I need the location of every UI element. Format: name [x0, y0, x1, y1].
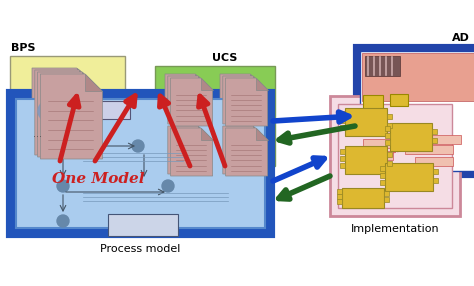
FancyBboxPatch shape — [390, 94, 408, 106]
Polygon shape — [85, 74, 102, 91]
FancyBboxPatch shape — [380, 180, 385, 185]
FancyBboxPatch shape — [337, 194, 342, 199]
Polygon shape — [37, 72, 100, 157]
FancyBboxPatch shape — [387, 161, 392, 166]
FancyBboxPatch shape — [363, 127, 413, 136]
Polygon shape — [223, 126, 265, 174]
Text: ...: ... — [34, 129, 43, 139]
Polygon shape — [165, 74, 207, 122]
Polygon shape — [256, 78, 268, 90]
FancyBboxPatch shape — [338, 104, 452, 208]
Polygon shape — [82, 72, 100, 89]
FancyBboxPatch shape — [340, 118, 345, 123]
FancyBboxPatch shape — [10, 56, 125, 161]
Polygon shape — [77, 68, 94, 85]
Text: One Model: One Model — [52, 172, 144, 186]
Circle shape — [132, 140, 144, 152]
Polygon shape — [168, 126, 210, 174]
FancyBboxPatch shape — [433, 178, 438, 182]
Text: Implementation: Implementation — [351, 224, 439, 234]
Circle shape — [38, 101, 58, 121]
FancyBboxPatch shape — [363, 163, 407, 172]
Circle shape — [57, 215, 69, 227]
FancyBboxPatch shape — [390, 123, 432, 151]
FancyBboxPatch shape — [385, 133, 390, 138]
FancyBboxPatch shape — [355, 46, 474, 176]
FancyBboxPatch shape — [363, 95, 383, 109]
Polygon shape — [223, 76, 265, 124]
FancyBboxPatch shape — [380, 173, 385, 178]
FancyBboxPatch shape — [330, 96, 460, 216]
Polygon shape — [80, 70, 97, 87]
FancyBboxPatch shape — [340, 163, 345, 168]
FancyBboxPatch shape — [363, 139, 401, 148]
FancyBboxPatch shape — [8, 91, 273, 236]
Polygon shape — [253, 126, 265, 138]
Circle shape — [162, 180, 174, 192]
FancyBboxPatch shape — [380, 166, 385, 171]
FancyBboxPatch shape — [16, 99, 265, 228]
Polygon shape — [195, 124, 207, 136]
FancyBboxPatch shape — [415, 157, 453, 166]
Circle shape — [57, 180, 69, 192]
Polygon shape — [220, 74, 262, 122]
FancyBboxPatch shape — [387, 123, 392, 128]
Polygon shape — [226, 128, 268, 176]
Polygon shape — [165, 124, 207, 172]
FancyBboxPatch shape — [362, 53, 474, 101]
FancyBboxPatch shape — [385, 126, 390, 131]
Polygon shape — [253, 76, 265, 88]
Circle shape — [57, 140, 69, 152]
FancyBboxPatch shape — [363, 151, 393, 160]
Polygon shape — [171, 128, 213, 176]
Polygon shape — [201, 78, 213, 90]
Polygon shape — [226, 78, 268, 126]
Polygon shape — [168, 76, 210, 124]
FancyBboxPatch shape — [384, 191, 389, 196]
Text: AD: AD — [452, 33, 470, 43]
FancyBboxPatch shape — [340, 149, 345, 154]
Polygon shape — [201, 128, 213, 140]
FancyBboxPatch shape — [385, 140, 390, 145]
Polygon shape — [195, 74, 207, 86]
FancyBboxPatch shape — [433, 169, 438, 174]
Text: UCS: UCS — [212, 53, 237, 63]
FancyBboxPatch shape — [340, 125, 345, 130]
FancyBboxPatch shape — [340, 112, 345, 116]
FancyBboxPatch shape — [155, 66, 275, 166]
Polygon shape — [250, 124, 262, 136]
FancyBboxPatch shape — [432, 138, 437, 143]
Polygon shape — [35, 70, 97, 155]
FancyBboxPatch shape — [385, 163, 433, 191]
Text: Process model: Process model — [100, 244, 181, 254]
Text: BPS: BPS — [11, 43, 36, 53]
Polygon shape — [256, 128, 268, 140]
FancyBboxPatch shape — [98, 101, 130, 119]
Polygon shape — [250, 74, 262, 86]
FancyBboxPatch shape — [337, 199, 342, 204]
FancyBboxPatch shape — [337, 189, 342, 194]
FancyBboxPatch shape — [387, 152, 392, 157]
Polygon shape — [198, 76, 210, 88]
FancyBboxPatch shape — [384, 197, 389, 202]
Polygon shape — [171, 78, 213, 126]
FancyBboxPatch shape — [345, 146, 387, 174]
Polygon shape — [40, 74, 102, 159]
Polygon shape — [220, 124, 262, 172]
FancyBboxPatch shape — [340, 156, 345, 161]
FancyBboxPatch shape — [419, 135, 461, 144]
FancyBboxPatch shape — [432, 129, 437, 134]
FancyBboxPatch shape — [345, 108, 387, 136]
FancyBboxPatch shape — [108, 214, 178, 236]
FancyBboxPatch shape — [365, 56, 400, 76]
FancyBboxPatch shape — [387, 114, 392, 119]
Polygon shape — [198, 126, 210, 138]
FancyBboxPatch shape — [360, 51, 474, 171]
Polygon shape — [32, 68, 94, 153]
FancyBboxPatch shape — [405, 145, 453, 154]
FancyBboxPatch shape — [342, 188, 384, 208]
